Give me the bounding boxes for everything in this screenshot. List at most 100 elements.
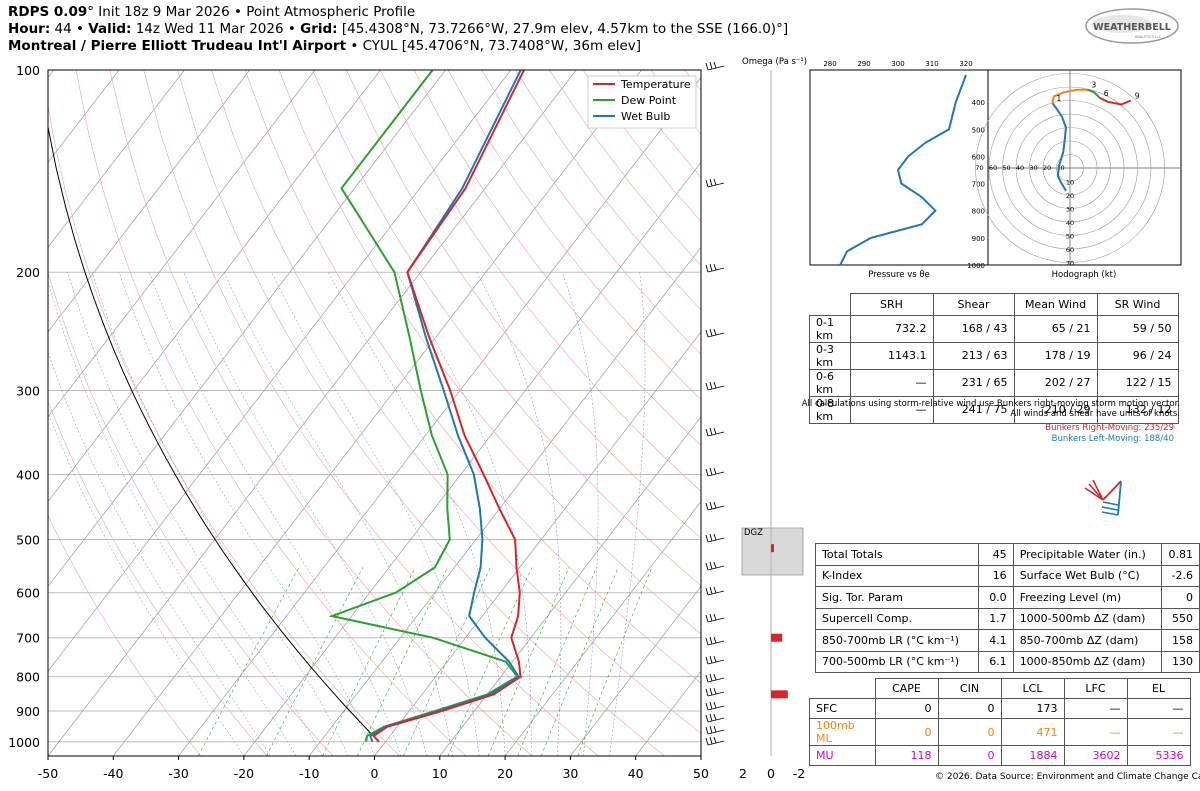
hodograph-ring-label-bottom: 60 (1066, 246, 1074, 254)
hodograph-height-label: 1 (1056, 94, 1061, 103)
isotherm-line (178, 76, 701, 756)
y-tick-label: 600 (16, 586, 40, 601)
hodograph-ring (1056, 154, 1084, 182)
bunkers-right-arrow (1102, 480, 1122, 501)
table-row: 850-700mb LR (°C km⁻¹) 4.1 850-700mb ΔZ … (815, 629, 1200, 652)
table-row: 0-3 km 1143.1 213 / 63 178 / 19 96 / 24 (809, 341, 1179, 370)
mixing-ratio-line (197, 567, 300, 756)
hodograph-ring-label-bottom: 20 (1066, 192, 1074, 200)
index-value: 550 (1161, 607, 1200, 630)
isotherm-line (48, 70, 446, 587)
logo-swoosh (1092, 15, 1152, 33)
wind-barb-flags (705, 613, 717, 623)
index-value: 158 (1161, 629, 1200, 652)
wind-barb-flags (705, 501, 717, 511)
lfc-value: — (1063, 718, 1128, 746)
x-tick-label: 0 (371, 766, 379, 781)
isotherm-line (570, 585, 701, 756)
isotherm-line (113, 70, 642, 756)
omega-ticks: 2 0 -2 (739, 766, 805, 781)
moist-adiabat-line (609, 272, 646, 756)
theta-e-panel: 280 290 300 310 320 400 500 600 700 800 900 1000 Pr… (809, 60, 989, 280)
skewt-profiles (328, 70, 525, 743)
moist-adiabat-line (48, 411, 245, 756)
x-tick-label: -10 (299, 766, 319, 781)
index-value: 4.1 (977, 629, 1014, 652)
y-tick-label: 1000 (8, 735, 40, 750)
index-value: 0 (1161, 586, 1200, 609)
hodograph-ring (1015, 113, 1125, 223)
index-value: 130 (1161, 650, 1200, 673)
theta-e-title: Pressure vs θe (868, 270, 930, 280)
index-label: 700-500mb LR (°C km⁻¹) (815, 650, 979, 673)
dry-adiabat-line (380, 70, 701, 492)
parameter-header-row: SRH Shear Mean Wind SR Wind (809, 293, 1179, 316)
cape-header-row: CAPE CIN LCL LFC EL (809, 678, 1191, 699)
omega-tick-label: 0 (767, 766, 775, 781)
isotherm-line (504, 501, 701, 756)
dry-adiabat-line (109, 70, 533, 756)
mixing-ratio-line (541, 567, 619, 756)
model-name: RDPS 0.09 (8, 4, 88, 20)
row-label: 0-6 km (809, 368, 851, 397)
wind-barb-flags (705, 328, 717, 338)
skewt-background-lines (48, 70, 701, 756)
index-label: Precipitable Water (in.) (1012, 543, 1163, 566)
x-tick-label: 50 (693, 766, 709, 781)
sr-wind-value: 122 / 15 (1096, 368, 1179, 397)
shear-value: 241 / 75 (932, 395, 1015, 424)
dry-adiabat-line (278, 70, 701, 635)
moist-adiabat-line (328, 272, 506, 756)
table-row: 100mb ML 0 0 471 — — (809, 718, 1191, 746)
index-label: Freezing Level (m) (1012, 586, 1163, 609)
moist-adiabat-line (118, 272, 375, 756)
station-info: • CYUL [45.4706°N, 73.7408°W, 36m elev] (346, 38, 642, 54)
table-row: 0-6 km — 231 / 65 202 / 27 122 / 15 (809, 368, 1179, 397)
theta-e-x-tick: 290 (857, 60, 870, 68)
x-tick-label: -30 (168, 766, 188, 781)
x-tick-label: 30 (562, 766, 578, 781)
theta-e-x-tick: 300 (891, 60, 904, 68)
index-label: 1000-850mb ΔZ (dam) (1012, 650, 1163, 673)
moist-adiabat-line (223, 272, 454, 756)
hour-label: Hour: (8, 21, 51, 37)
omega-bar (771, 633, 783, 642)
x-tick-label: 10 (432, 766, 448, 781)
isotherm-line (374, 331, 701, 756)
wind-barb-flags (705, 427, 717, 437)
wind-barb-flags (705, 178, 717, 188)
hodograph-ring (975, 73, 1165, 263)
index-value: 45 (977, 543, 1014, 566)
wind-barb-flags (705, 467, 717, 477)
init-text: ° Init 18z 9 Mar 2026 • Point Atmospheri… (87, 4, 416, 20)
mixing-ratio-line (487, 567, 570, 756)
parcel-label: MU (809, 745, 876, 766)
hodograph-ring-label-bottom: 50 (1066, 233, 1074, 241)
hodograph-height-label: 6 (1104, 89, 1109, 98)
parcel-label: SFC (809, 698, 876, 719)
header-cin: CIN (937, 678, 1002, 699)
parameter-table-wrap: SRH Shear Mean Wind SR Wind 0-1 km 732.2… (809, 293, 1179, 424)
theta-e-y-tick: 400 (972, 99, 985, 107)
hodograph-ring (988, 86, 1152, 250)
header-lcl: LCL (1000, 678, 1065, 699)
hodograph-height-label: 3 (1092, 81, 1097, 90)
hodograph-ring-label-left: 10 (1056, 164, 1064, 172)
theta-e-y-tick: 800 (972, 208, 985, 216)
index-label: Supercell Comp. (815, 607, 979, 630)
title-line-2: Hour: 44 • Valid: 14z Wed 11 Mar 2026 • … (8, 21, 788, 38)
dry-adiabat-line (346, 70, 701, 539)
dry-adiabat-line (244, 70, 701, 684)
theta-e-y-tick: 1000 (967, 262, 985, 270)
moist-adiabat-line (91, 272, 349, 756)
omega-bar (771, 690, 788, 699)
moist-adiabat-line (476, 272, 562, 756)
table-row: Sig. Tor. Param 0.0 Freezing Level (m) 0 (815, 586, 1200, 609)
storm-motion-arrows (1084, 479, 1122, 516)
cape-table: CAPE CIN LCL LFC EL SFC 0 0 173 — — 100m… (809, 678, 1191, 766)
header-sr-wind: SR Wind (1096, 293, 1179, 316)
skewt-frame (47, 69, 702, 757)
copyright-text: © 2026. Data Source: Environment and Cli… (935, 772, 1200, 782)
theta-e-y-tick: 600 (972, 153, 985, 161)
